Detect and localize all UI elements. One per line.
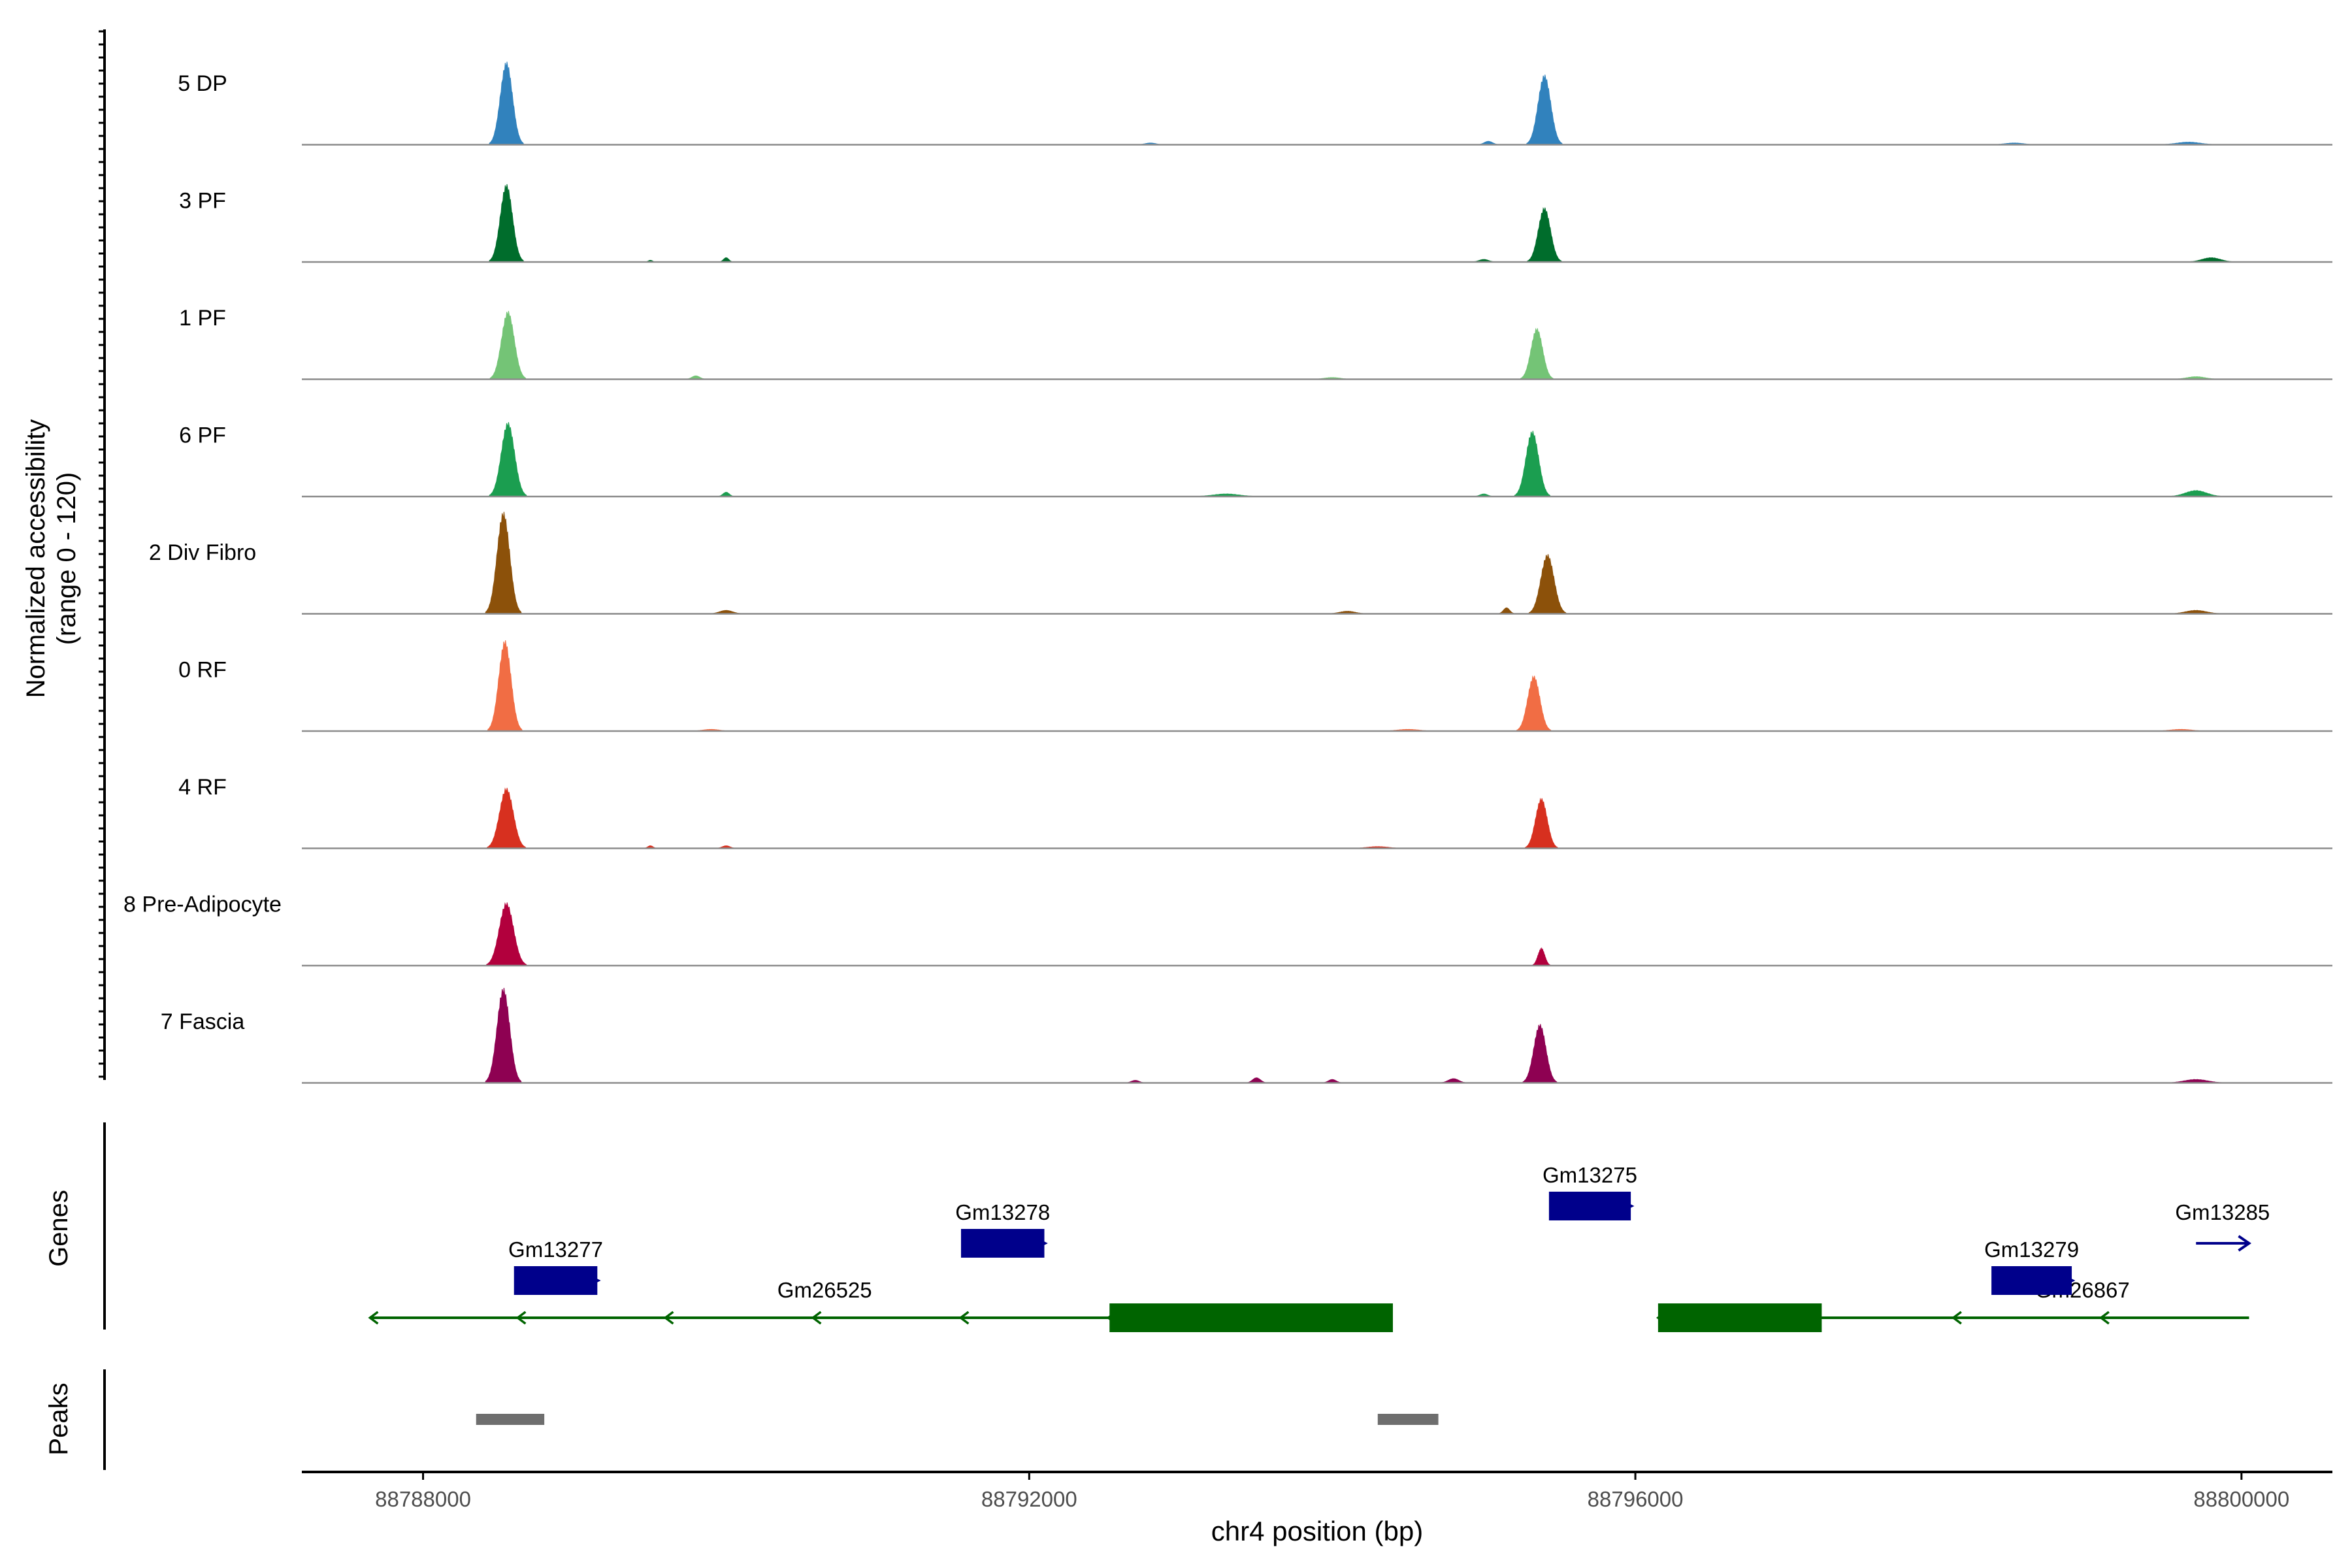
gene-label: Gm13279 [1984,1237,2079,1262]
coverage-peak [1526,206,1563,263]
gene-model: Gm13285 [2175,1200,2270,1252]
y-axis-label: Normalized accessibility [22,419,50,698]
coverage-peak [1519,327,1554,380]
strand-arrow [663,1311,674,1325]
gene-model: Gm13279 [1984,1237,2079,1295]
coverage-peak [484,512,522,614]
gene-model: Gm26525 [368,1278,1393,1332]
coverage-peak [486,787,527,849]
peak-region [476,1414,545,1425]
coverage-tracks: 5 DP 3 PF 1 PF 6 PF 2 Div Fibro 0 RF 4 RF 8 Pre… [123,61,2332,1084]
strand-arrow [2066,1276,2076,1285]
coverage-track: 6 PF [179,422,2332,498]
coverage-track: 4 RF [178,775,2332,849]
gene-exon [1109,1303,1393,1332]
gene-label: Gm13275 [1543,1163,1637,1187]
x-axis-label: chr4 position (bp) [1211,1516,1424,1546]
coverage-peak [484,987,522,1083]
gene-exon [514,1266,598,1295]
gene-model: Gm26867 [1656,1278,2249,1332]
coverage-track: 1 PF [179,306,2332,380]
strand-arrow [2099,1311,2110,1325]
gene-exon [1658,1303,1822,1332]
strand-arrow [1038,1239,1048,1248]
strand-arrow [368,1311,379,1325]
gene-label: Gm13285 [2175,1200,2270,1224]
coverage-track: 8 Pre-Adipocyte [123,892,2332,967]
gene-label: Gm13277 [508,1237,603,1262]
x-tick-label: 88796000 [1588,1487,1684,1511]
genes-track-label: Genes [44,1190,73,1267]
strand-arrow [591,1276,601,1285]
peak-regions-track [476,1414,1439,1425]
gene-model: Gm13278 [955,1200,1050,1258]
coverage-peak [1522,1024,1558,1083]
coverage-peak [488,184,525,263]
coverage-peak [485,902,528,966]
gene-exon [1991,1266,2072,1295]
x-axis-ticks: 88788000 88792000 88796000 88800000 [375,1472,2289,1511]
gene-exon [960,1229,1045,1258]
coverage-track: 7 Fascia [161,987,2332,1084]
coverage-peak [1513,431,1551,497]
coverage-peak [1526,74,1563,145]
track-label: 1 PF [179,306,226,331]
gene-model: Gm13275 [1543,1163,1637,1220]
track-label: 5 DP [178,71,227,96]
coverage-peak [488,422,528,497]
peak-region [1377,1414,1439,1425]
coverage-peak [1527,554,1567,614]
track-label: 3 PF [179,189,226,214]
coverage-peak [489,310,527,380]
strand-arrow [1625,1201,1635,1211]
coverage-peak [2165,490,2227,497]
strand-arrow [2238,1235,2251,1252]
track-label: 2 Div Fibro [149,540,256,565]
coverage-peak [1497,607,1516,614]
coverage-track: 5 DP [178,61,2332,146]
track-label: 4 RF [178,775,227,800]
coverage-peak [488,61,525,145]
coverage-peak [487,640,523,732]
gene-exon [1548,1192,1631,1220]
strand-arrow [1951,1311,1962,1325]
y-axis [99,29,106,1080]
track-label: 6 PF [179,423,226,448]
strand-arrow [811,1311,822,1325]
coverage-peak [1530,947,1552,966]
coverage-track: 2 Div Fibro [149,512,2332,615]
gene-model: Gm13277 [508,1237,603,1295]
gene-label: Gm13278 [955,1200,1050,1224]
strand-arrow [958,1311,970,1325]
track-label: 8 Pre-Adipocyte [123,892,282,917]
x-tick-label: 88800000 [2193,1487,2289,1511]
coverage-peak [1516,675,1552,732]
x-tick-label: 88788000 [375,1487,471,1511]
coverage-track: 0 RF [178,640,2332,732]
x-tick-label: 88792000 [981,1487,1077,1511]
gene-annotation-track: Gm26525 Gm26867 Gm13277 Gm13278 Gm13275 Gm132… [368,1163,2270,1332]
coverage-peak [1524,797,1559,849]
coverage-track: 3 PF [179,184,2332,263]
y-axis-range-label: (range 0 - 120) [52,472,81,645]
peaks-track-label: Peaks [44,1382,73,1455]
track-label: 7 Fascia [161,1009,245,1034]
track-label: 0 RF [178,658,227,683]
gene-label: Gm26525 [777,1278,872,1302]
strand-arrow [515,1311,527,1325]
